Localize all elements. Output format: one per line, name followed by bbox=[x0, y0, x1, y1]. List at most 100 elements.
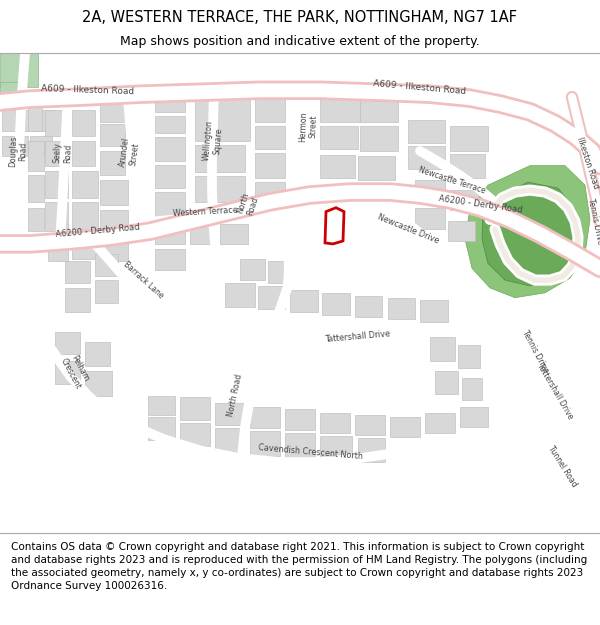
Polygon shape bbox=[465, 166, 590, 298]
Polygon shape bbox=[148, 396, 175, 415]
Polygon shape bbox=[250, 408, 280, 428]
Polygon shape bbox=[408, 146, 445, 169]
Polygon shape bbox=[2, 136, 28, 156]
Polygon shape bbox=[180, 398, 210, 420]
Text: A609 - Ilkeston Road: A609 - Ilkeston Road bbox=[41, 84, 134, 96]
Text: Arundel
Street: Arundel Street bbox=[118, 137, 142, 169]
Text: 2A, WESTERN TERRACE, THE PARK, NOTTINGHAM, NG7 1AF: 2A, WESTERN TERRACE, THE PARK, NOTTINGHA… bbox=[83, 9, 517, 24]
Polygon shape bbox=[45, 171, 68, 198]
Polygon shape bbox=[48, 237, 68, 261]
Polygon shape bbox=[45, 202, 68, 231]
Polygon shape bbox=[72, 202, 98, 229]
Text: Seely
Road: Seely Road bbox=[53, 142, 73, 164]
Polygon shape bbox=[450, 154, 485, 178]
Polygon shape bbox=[55, 361, 80, 384]
Polygon shape bbox=[435, 371, 458, 394]
Polygon shape bbox=[458, 344, 480, 368]
Text: Tunnel Road: Tunnel Road bbox=[546, 444, 578, 488]
Polygon shape bbox=[255, 153, 285, 178]
Polygon shape bbox=[195, 145, 245, 172]
Polygon shape bbox=[258, 286, 285, 309]
Polygon shape bbox=[95, 280, 118, 302]
Text: Barrack Lane: Barrack Lane bbox=[121, 260, 165, 301]
Polygon shape bbox=[72, 231, 98, 259]
Polygon shape bbox=[28, 208, 44, 231]
Polygon shape bbox=[0, 82, 18, 102]
Polygon shape bbox=[65, 261, 90, 283]
Polygon shape bbox=[85, 371, 112, 396]
Text: A6200 - Derby Road: A6200 - Derby Road bbox=[437, 194, 523, 215]
Polygon shape bbox=[180, 423, 210, 446]
Polygon shape bbox=[72, 110, 95, 136]
Text: Map shows position and indicative extent of the property.: Map shows position and indicative extent… bbox=[120, 35, 480, 48]
Polygon shape bbox=[388, 298, 415, 319]
Polygon shape bbox=[290, 290, 318, 312]
Polygon shape bbox=[425, 413, 455, 432]
Polygon shape bbox=[55, 332, 80, 354]
Polygon shape bbox=[285, 409, 315, 430]
Text: Tennis Drive: Tennis Drive bbox=[586, 198, 600, 245]
Polygon shape bbox=[155, 138, 185, 161]
Text: Tattershall Drive: Tattershall Drive bbox=[325, 329, 391, 344]
Polygon shape bbox=[320, 126, 358, 149]
Text: Ilkeston Road: Ilkeston Road bbox=[575, 136, 600, 190]
Text: Cavendish Crescent North: Cavendish Crescent North bbox=[257, 443, 362, 461]
Polygon shape bbox=[215, 403, 245, 425]
Text: North Road: North Road bbox=[226, 374, 244, 418]
Polygon shape bbox=[285, 432, 315, 458]
Polygon shape bbox=[220, 224, 248, 244]
Text: Contains OS data © Crown copyright and database right 2021. This information is : Contains OS data © Crown copyright and d… bbox=[11, 542, 587, 591]
Polygon shape bbox=[155, 94, 185, 112]
Polygon shape bbox=[0, 53, 38, 88]
Polygon shape bbox=[482, 182, 578, 286]
Polygon shape bbox=[28, 176, 44, 202]
Polygon shape bbox=[320, 436, 352, 460]
Polygon shape bbox=[72, 171, 98, 198]
Polygon shape bbox=[148, 417, 175, 439]
Polygon shape bbox=[268, 261, 292, 283]
Polygon shape bbox=[100, 102, 125, 122]
Polygon shape bbox=[408, 119, 445, 143]
Polygon shape bbox=[155, 164, 185, 188]
Text: North
Road: North Road bbox=[235, 191, 260, 218]
Polygon shape bbox=[28, 107, 42, 131]
Text: Hermon
Street: Hermon Street bbox=[298, 111, 318, 142]
Polygon shape bbox=[255, 182, 285, 208]
Polygon shape bbox=[450, 190, 478, 209]
Polygon shape bbox=[360, 97, 398, 122]
Polygon shape bbox=[105, 237, 128, 261]
Polygon shape bbox=[85, 342, 110, 366]
Text: Western Terrace: Western Terrace bbox=[172, 206, 238, 217]
Polygon shape bbox=[95, 254, 118, 276]
Polygon shape bbox=[215, 428, 245, 452]
Polygon shape bbox=[320, 155, 355, 178]
Polygon shape bbox=[250, 431, 280, 456]
Polygon shape bbox=[462, 378, 482, 401]
Polygon shape bbox=[190, 224, 215, 244]
Polygon shape bbox=[45, 141, 68, 166]
Polygon shape bbox=[255, 126, 285, 149]
Text: Wellington
Square: Wellington Square bbox=[202, 120, 224, 162]
Polygon shape bbox=[322, 292, 350, 316]
Text: Pelham
Crescent: Pelham Crescent bbox=[59, 352, 91, 391]
Text: Douglas
Road: Douglas Road bbox=[8, 135, 28, 167]
Polygon shape bbox=[320, 97, 360, 122]
Polygon shape bbox=[100, 209, 128, 231]
Polygon shape bbox=[65, 288, 90, 312]
Polygon shape bbox=[240, 259, 265, 280]
Polygon shape bbox=[420, 299, 448, 322]
Polygon shape bbox=[415, 208, 445, 229]
Polygon shape bbox=[30, 136, 52, 156]
Text: A609 - Ilkeston Road: A609 - Ilkeston Road bbox=[373, 79, 467, 96]
Polygon shape bbox=[72, 141, 95, 166]
Polygon shape bbox=[390, 417, 420, 437]
Text: A6200 - Derby Road: A6200 - Derby Road bbox=[56, 223, 140, 239]
Polygon shape bbox=[225, 283, 255, 308]
Polygon shape bbox=[100, 124, 125, 146]
Polygon shape bbox=[45, 110, 68, 136]
Polygon shape bbox=[255, 97, 285, 122]
Polygon shape bbox=[32, 110, 55, 131]
Polygon shape bbox=[100, 151, 125, 176]
Polygon shape bbox=[28, 141, 44, 171]
Polygon shape bbox=[415, 180, 445, 200]
